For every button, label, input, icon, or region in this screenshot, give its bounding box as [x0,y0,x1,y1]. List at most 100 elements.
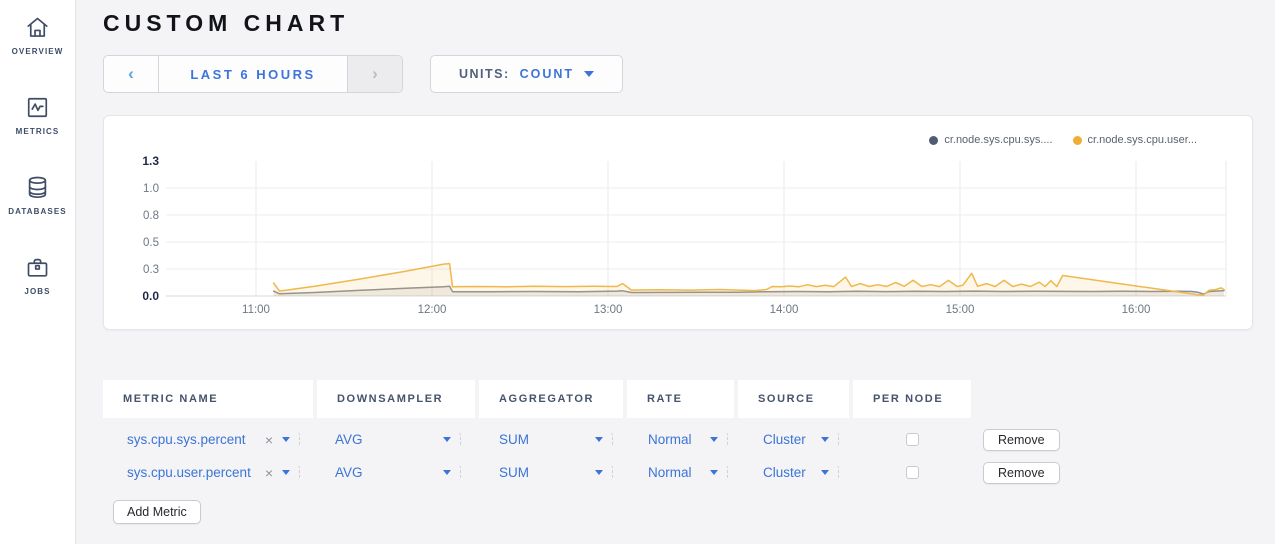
rate-value: Normal [648,465,692,480]
remove-metric-button[interactable]: Remove [983,428,1060,451]
svg-text:1.0: 1.0 [143,183,159,195]
svg-text:0.3: 0.3 [143,264,159,276]
sidebar-item-label: METRICS [15,127,60,136]
chevron-down-icon [595,437,603,442]
sidebar-item-label: DATABASES [8,207,67,216]
clear-metric-icon[interactable]: × [264,431,273,448]
sidebar-item-metrics[interactable]: METRICS [0,94,75,136]
metric-name-value: sys.cpu.user.percent [127,465,251,480]
source-select[interactable]: Cluster [738,432,849,447]
rate-select[interactable]: Normal [627,465,734,480]
chevron-down-icon [282,470,290,475]
chevron-down-icon [443,437,451,442]
home-icon [27,17,48,37]
chart-legend: cr.node.sys.cpu.sys.... cr.node.sys.cpu.… [929,134,1197,146]
table-row: sys.cpu.sys.percent × AVG SUM Normal Clu… [103,423,1105,456]
sidebar-item-overview[interactable]: OVERVIEW [0,14,75,56]
sidebar-item-label: OVERVIEW [11,47,64,56]
metric-name-value: sys.cpu.sys.percent [127,432,246,447]
select-corner-mark [722,432,728,447]
chevron-down-icon [710,470,718,475]
select-corner-mark [833,465,839,480]
select-corner-mark [607,465,613,480]
legend-item[interactable]: cr.node.sys.cpu.sys.... [929,134,1053,146]
units-select[interactable]: UNITS: COUNT [430,55,623,93]
legend-dot [1072,135,1082,145]
column-header-aggregator: AGGREGATOR [479,380,623,418]
aggregator-value: SUM [499,432,529,447]
aggregator-value: SUM [499,465,529,480]
column-header-metric-name: METRIC NAME [103,380,313,418]
chevron-down-icon [821,437,829,442]
per-node-checkbox[interactable] [905,466,919,479]
svg-text:0.5: 0.5 [143,237,159,249]
svg-text:0.0: 0.0 [142,289,159,303]
svg-text:1.3: 1.3 [142,154,159,168]
select-corner-mark [833,432,839,447]
rate-value: Normal [648,432,692,447]
column-header-rate: RATE [627,380,734,418]
legend-item[interactable]: cr.node.sys.cpu.user... [1072,134,1197,146]
chevron-down-icon [584,71,595,77]
time-range-picker: ‹ LAST 6 HOURS › [103,55,403,93]
metrics-icon [27,97,48,118]
downsampler-value: AVG [335,432,363,447]
svg-text:12:00: 12:00 [418,304,447,316]
database-icon [28,176,47,199]
downsampler-value: AVG [335,465,363,480]
column-header-per-node: PER NODE [853,380,971,418]
select-corner-mark [607,432,613,447]
units-value: COUNT [519,67,575,81]
svg-text:0.8: 0.8 [143,210,159,222]
custom-chart-card: cr.node.sys.cpu.sys.... cr.node.sys.cpu.… [103,115,1253,330]
page-title: CUSTOM CHART [103,10,350,36]
source-value: Cluster [763,432,806,447]
chevron-down-icon [821,470,829,475]
remove-metric-button[interactable]: Remove [983,461,1060,484]
metric-name-select[interactable]: sys.cpu.user.percent × [103,465,313,481]
legend-label: cr.node.sys.cpu.sys.... [944,134,1053,146]
units-label: UNITS: [458,67,510,81]
per-node-checkbox[interactable] [905,433,919,446]
sidebar-item-label: JOBS [24,287,51,296]
column-header-actions [975,380,1105,418]
chevron-down-icon [595,470,603,475]
metrics-table: METRIC NAME DOWNSAMPLER AGGREGATOR RATE … [103,380,1105,489]
legend-label: cr.node.sys.cpu.user... [1087,134,1197,146]
add-metric-button[interactable]: Add Metric [113,500,201,524]
select-corner-mark [722,465,728,480]
chevron-down-icon [710,437,718,442]
downsampler-select[interactable]: AVG [317,432,475,447]
sidebar-item-databases[interactable]: DATABASES [0,174,75,216]
select-corner-mark [294,465,300,480]
sidebar: OVERVIEW METRICS DATABASES JOBS [0,0,76,544]
chart-canvas[interactable]: 11:00 12:00 13:00 14:00 15:00 16:00 0.0 0.3 0.5 0… [104,116,1254,331]
svg-text:16:00: 16:00 [1122,304,1151,316]
column-header-downsampler: DOWNSAMPLER [317,380,475,418]
legend-dot [929,135,939,145]
briefcase-icon [27,258,48,277]
svg-text:13:00: 13:00 [594,304,623,316]
table-header-row: METRIC NAME DOWNSAMPLER AGGREGATOR RATE … [103,380,1105,418]
metric-name-select[interactable]: sys.cpu.sys.percent × [103,432,313,448]
chevron-down-icon [282,437,290,442]
chevron-down-icon [443,470,451,475]
aggregator-select[interactable]: SUM [479,432,623,447]
svg-text:14:00: 14:00 [770,304,799,316]
time-range-next-button[interactable]: › [347,56,402,92]
svg-text:15:00: 15:00 [946,304,975,316]
column-header-source: SOURCE [738,380,849,418]
sidebar-item-jobs[interactable]: JOBS [0,254,75,296]
rate-select[interactable]: Normal [627,432,734,447]
select-corner-mark [294,432,300,447]
source-select[interactable]: Cluster [738,465,849,480]
source-value: Cluster [763,465,806,480]
table-row: sys.cpu.user.percent × AVG SUM Normal Cl… [103,456,1105,489]
downsampler-select[interactable]: AVG [317,465,475,480]
time-range-select[interactable]: LAST 6 HOURS [190,66,316,82]
select-corner-mark [455,432,461,447]
clear-metric-icon[interactable]: × [264,464,273,481]
svg-text:11:00: 11:00 [242,304,270,316]
time-range-prev-button[interactable]: ‹ [104,56,159,92]
aggregator-select[interactable]: SUM [479,465,623,480]
